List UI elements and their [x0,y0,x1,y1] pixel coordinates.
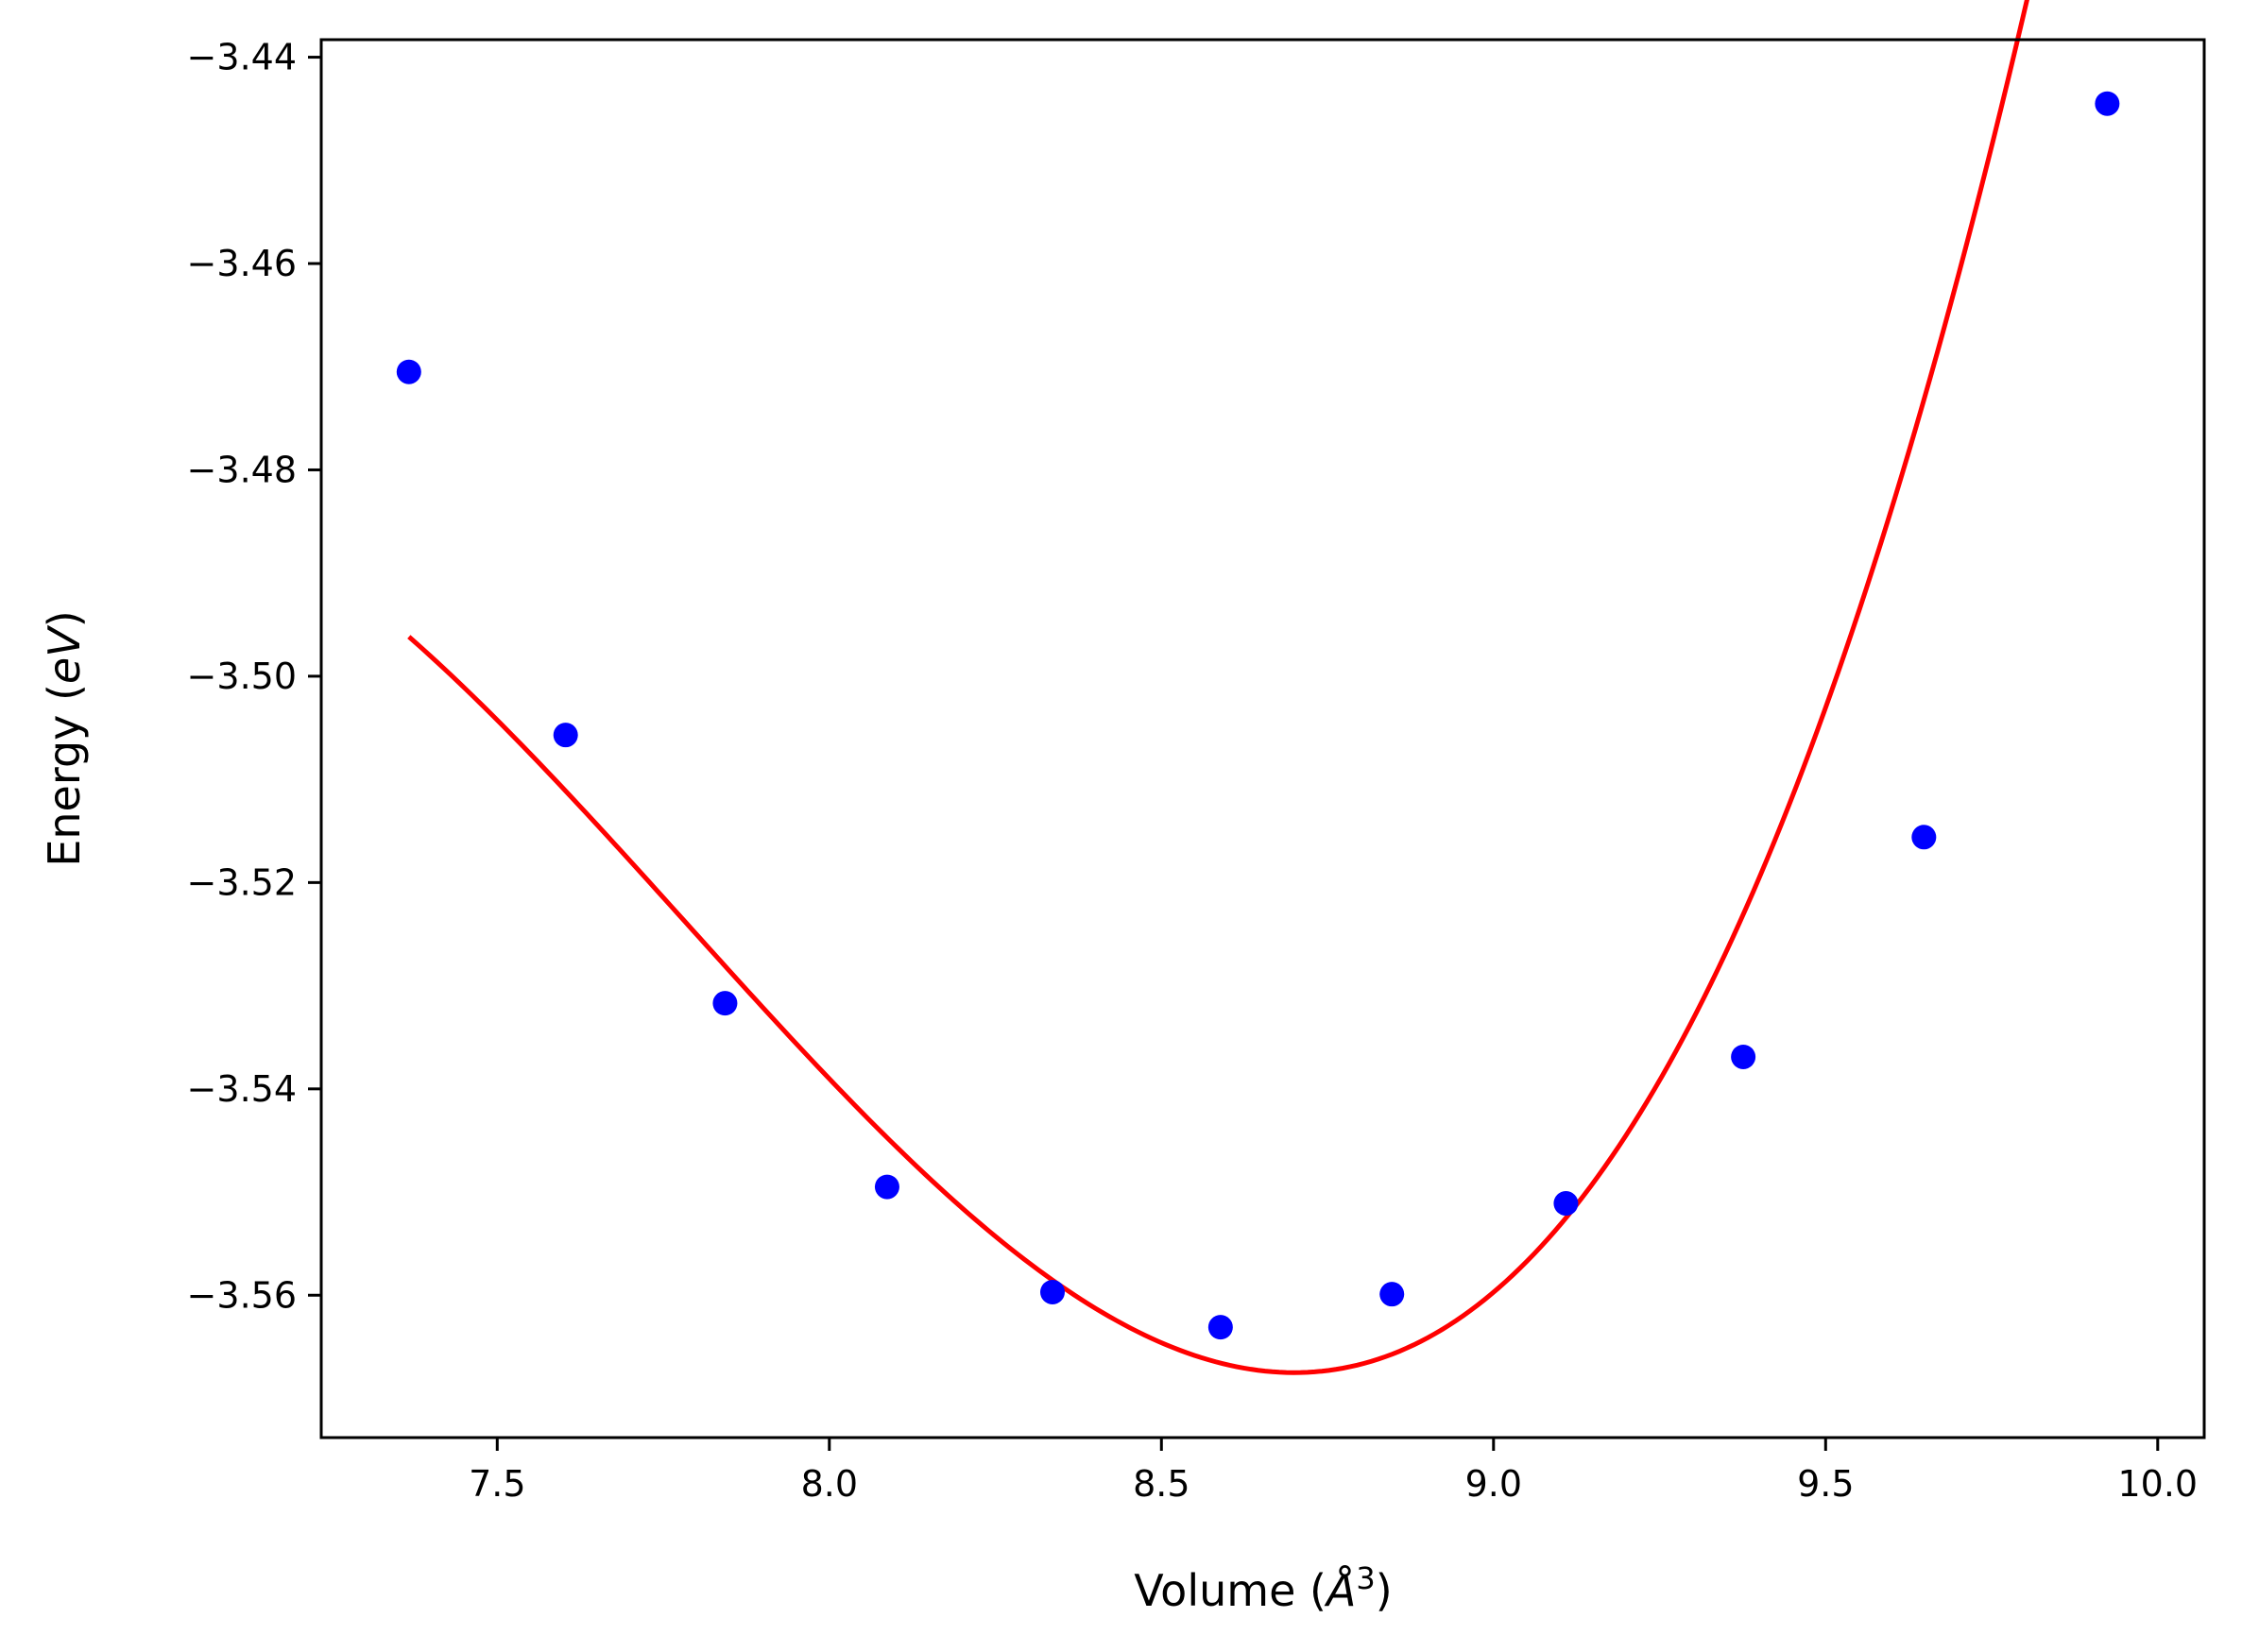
x-tick-label: 8.5 [1133,1463,1189,1505]
data-point [712,991,738,1016]
y-tick-label: −3.44 [187,37,297,78]
y-tick-label: −3.46 [187,243,297,284]
data-point [1731,1044,1756,1069]
data-point [553,723,578,748]
x-tick-label: 8.0 [801,1463,858,1505]
y-tick-label: −3.50 [187,656,297,697]
x-axis: 7.5 8.0 8.5 9.0 9.5 10.0 [469,1438,2198,1505]
data-point [1911,825,1937,850]
x-axis-label: Volume (Å3) [1134,1560,1392,1616]
y-tick-label: −3.52 [187,861,297,903]
data-points-layer [396,91,2120,1340]
x-tick-label: 9.5 [1797,1463,1854,1505]
axes-frame [319,38,2206,1439]
data-point [1207,1315,1233,1340]
fit-curve [407,0,2029,1375]
y-tick-label: −3.56 [187,1274,297,1316]
y-axis: −3.44 −3.46 −3.48 −3.50 −3.52 −3.54 −3.56 [187,37,321,1316]
y-tick-label: −3.48 [187,449,297,490]
data-point [1040,1279,1065,1304]
x-tick-label: 7.5 [469,1463,525,1505]
x-tick-label: 10.0 [2117,1463,2198,1505]
y-axis-label: Energy (eV) [39,610,90,866]
y-tick-label: −3.54 [187,1068,297,1110]
data-point [1379,1282,1405,1307]
plot-area [319,0,2206,1439]
fit-line-layer [407,0,2029,1375]
data-point [874,1174,899,1200]
data-point [1553,1191,1579,1217]
x-tick-label: 9.0 [1465,1463,1522,1505]
data-point [396,359,421,384]
data-point [2095,91,2120,116]
